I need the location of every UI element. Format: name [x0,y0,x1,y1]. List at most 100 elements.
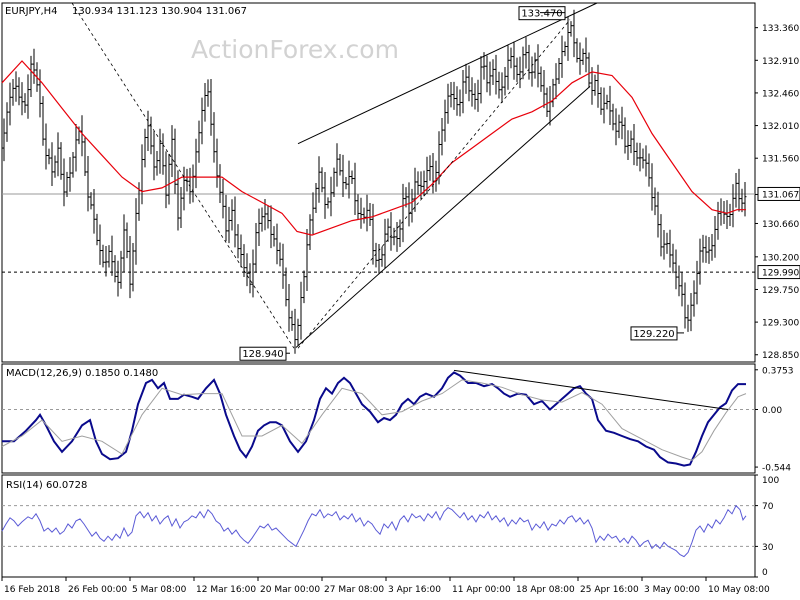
ohlc-bar [89,192,93,210]
ohlc-bar [584,37,588,73]
ohlc-bar [548,86,552,126]
ohlc-bar [626,130,630,161]
ohlc-bar [377,244,381,275]
price-axis-label: 131.560 [762,155,799,165]
ohlc-bar [38,69,42,118]
ohlc-bar [428,155,432,181]
x-axis-label: 20 Mar 00:00 [260,585,320,595]
ohlc-bar [473,83,477,110]
rsi-layer: 100 70 30 0 [1,474,779,578]
ohlc-bar [53,155,57,178]
ohlc-bar [401,183,405,243]
ohlc-bar [560,35,564,78]
ohlc-bar [740,188,744,213]
ohlc-bar [269,205,273,249]
x-axis-label: 11 Apr 00:00 [452,585,511,595]
ohlc-bar [119,250,123,289]
ohlc-bar [716,201,720,240]
price-annotation: 129.220 [630,326,684,341]
price-annotation: 133.470 [518,6,566,21]
rsi-panel-frame [1,474,756,578]
ohlc-bar [530,56,534,87]
ohlc-bar [392,227,396,246]
price-annotation: 128.940 [239,346,290,361]
ohlc-bar [518,56,522,89]
price-axis-label: 128.850 [762,351,799,361]
ohlc-bar [164,151,168,209]
x-axis-label: 25 Apr 16:00 [580,585,639,595]
ohlc-bar [305,228,309,291]
ohlc-bar [173,128,177,194]
ohlc-bar [122,214,126,273]
ohlc-bar [110,235,114,276]
ohlc-bar [191,164,195,203]
price-tag-box [757,265,800,280]
ohlc-bar [206,79,210,107]
ohlc-bar [47,148,51,165]
ohlc-bar [365,194,369,232]
ohlc-bar [209,79,213,136]
ohlc-bar [251,249,255,298]
ohlc-bar [23,93,27,113]
ohlc-bar [455,86,459,116]
ohlc-bar [287,284,291,332]
ohlc-bar [134,198,138,265]
ohlc-bar [167,153,171,205]
ohlc-bar [284,267,288,307]
ohlc-bar [215,138,219,188]
ohlc-bar [506,45,510,90]
ohlc-bar [461,70,465,114]
ohlc-bar [227,206,231,244]
x-axis-label: 27 Mar 08:00 [324,585,384,595]
x-axis-label: 18 Apr 08:00 [516,585,575,595]
ohlc-bar [359,197,363,229]
ohlc-bar [683,282,687,329]
ohlc-bar [695,260,699,305]
ohlc-bar [41,96,45,146]
ohlc-bar [245,253,249,287]
ohlc-bar [5,102,9,142]
ohlc-bar [713,216,717,258]
ohlc-bar [320,167,324,193]
ohlc-bar [347,160,351,199]
price-axis-label: 132.910 [762,57,799,67]
ohlc-bar [467,65,471,102]
ohlc-bar [260,207,264,232]
ohlc-bar [236,224,240,259]
ohlc-bar [176,170,180,231]
ohlc-bar [464,63,468,94]
ohlc-bar [593,74,597,96]
ohlc-bar [650,163,654,211]
ohlc-bar [389,212,393,251]
macd-axis-label: 0.3753 [762,366,794,376]
ohlc-bar [641,148,645,169]
ohlc-bar [617,114,621,139]
ohlc-bar [563,41,567,57]
ohlc-bar [623,117,627,154]
ohlc-bar [326,197,330,209]
ohlc-bar [200,97,204,145]
ohlc-bar [203,83,207,122]
price-layer: 133.360 132.910 132.460 132.010 131.560 131.0… [1,2,800,361]
ohlc-bar [296,318,300,346]
ohlc-bar [662,230,666,260]
ohlc-bar [26,74,30,119]
ohlc-bar [317,156,321,203]
ohlc-bar [383,218,387,269]
ohlc-bar [572,9,576,58]
ohlc-bar [50,142,54,187]
ohlc-bar [539,66,543,92]
rsi-title: RSI(14) 60.0728 [6,480,87,491]
ohlc-bar [197,120,201,163]
ohlc-bar [566,16,570,61]
ohlc-bar [314,183,318,214]
ohlc-bar [344,177,348,190]
ohlc-bar [476,79,480,112]
ohlc-bar [737,168,741,212]
x-axis-label: 26 Feb 00:00 [68,585,127,595]
ohlc-bar [533,52,537,79]
ohlc-bar [86,156,90,212]
ohlc-bar [692,280,696,317]
ohlc-bar [68,157,72,192]
